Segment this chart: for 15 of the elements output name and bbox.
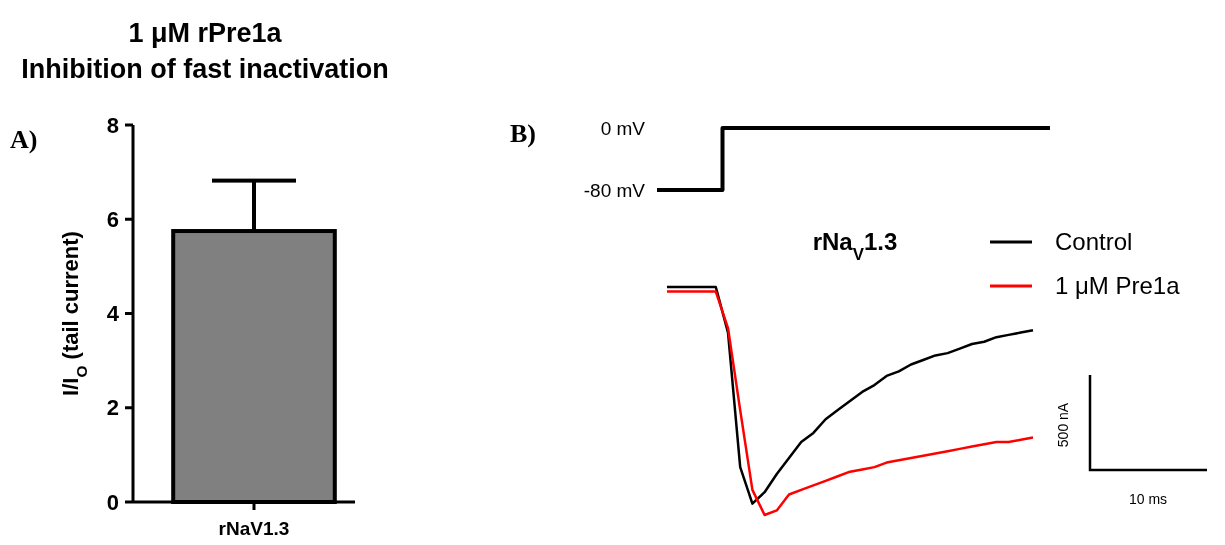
y-tick-label: 4 xyxy=(106,301,120,327)
y-tick-label: 8 xyxy=(106,112,119,138)
scale-bar: 500 nA 10 ms xyxy=(1055,375,1207,507)
y-tick-label: 2 xyxy=(106,395,119,421)
text: B) xyxy=(510,119,536,148)
text: A) xyxy=(10,125,38,154)
x-tick-label: rNaV1.3 xyxy=(218,518,290,539)
y-tick-label: 0 xyxy=(106,489,119,515)
y-tick-label: -80 mV xyxy=(583,179,646,201)
chart-title: rNa$_{V}$1.3 xyxy=(812,228,898,264)
legend-label: 1 μM Pre1a xyxy=(1055,272,1181,300)
y-tick-label: 6 xyxy=(106,206,119,232)
legend-label: Control xyxy=(1055,228,1133,256)
chart-title: 1 μM rPre1a Inhibition of fast inactivation xyxy=(21,18,389,84)
y-tick-label: 0 mV xyxy=(600,117,646,139)
